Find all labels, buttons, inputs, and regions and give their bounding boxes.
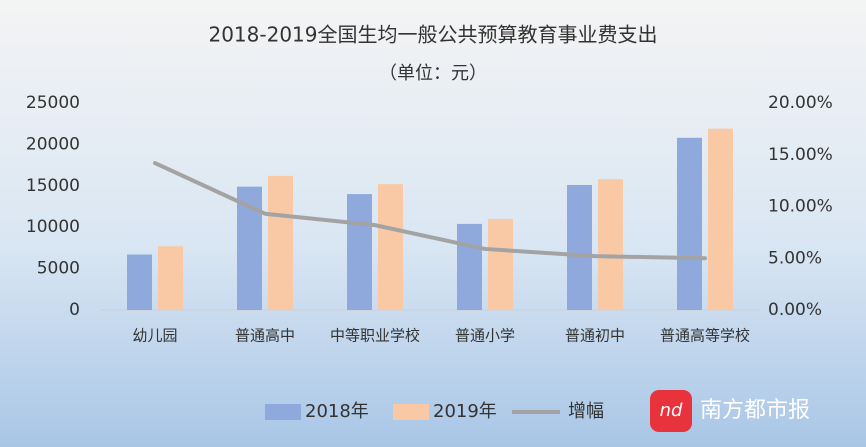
y-tick-label: 25000 <box>26 93 80 113</box>
y-tick-label: 20000 <box>26 134 80 154</box>
y-tick-label: 0 <box>69 300 80 320</box>
y2-tick-label: 20.00% <box>768 93 833 113</box>
legend-swatch <box>265 404 301 420</box>
bar <box>457 223 482 310</box>
x-tick-label: 幼儿园 <box>132 327 177 345</box>
chart-subtitle: （单位：元） <box>379 63 487 84</box>
bar <box>598 179 623 310</box>
x-tick-label: 中等职业学校 <box>330 327 420 345</box>
y-tick-label: 10000 <box>26 217 80 237</box>
y2-tick-label: 15.00% <box>768 145 833 165</box>
x-tick-label: 普通小学 <box>455 327 515 345</box>
bar <box>677 137 702 310</box>
watermark: 南方都市报 <box>700 398 810 423</box>
bar <box>378 184 403 310</box>
bar <box>488 218 513 310</box>
y2-tick-label: 10.00% <box>768 197 833 217</box>
chart-title: 2018-2019全国生均一般公共预算教育事业费支出 <box>208 23 657 47</box>
bar <box>708 128 733 310</box>
bar <box>127 254 152 310</box>
logo-text: nd <box>660 400 683 421</box>
bar <box>347 194 372 310</box>
bar <box>268 175 293 310</box>
y-tick-label: 5000 <box>37 259 80 279</box>
y-tick-label: 15000 <box>26 176 80 196</box>
logo <box>650 390 692 432</box>
y2-tick-label: 0.00% <box>768 300 822 320</box>
line <box>153 161 707 261</box>
bar <box>158 246 183 310</box>
bar <box>567 184 592 310</box>
x-tick-label: 普通初中 <box>565 327 625 345</box>
legend-swatch <box>393 404 429 420</box>
legend-label: 2018年 <box>305 401 369 422</box>
legend-label: 2019年 <box>433 401 497 422</box>
x-tick-label: 普通高等学校 <box>660 327 750 345</box>
x-tick-label: 普通高中 <box>235 327 295 345</box>
y2-tick-label: 5.00% <box>768 248 822 268</box>
legend-label: 增幅 <box>568 401 604 422</box>
